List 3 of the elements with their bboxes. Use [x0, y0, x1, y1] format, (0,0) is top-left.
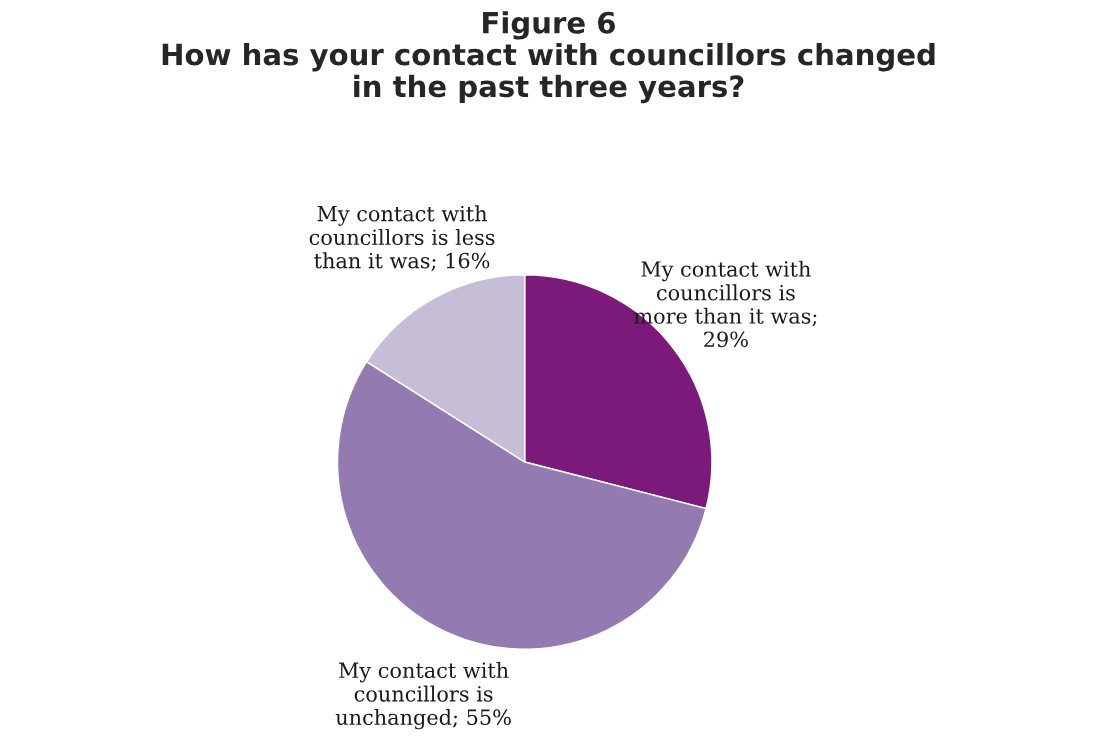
slice-label: My contact with councillors is less than it was; 16% [309, 205, 495, 271]
chart-title: Figure 6 How has your contact with councillors changed in the past three years? [162, 11, 935, 104]
slice-label: My contact with councillors is unchanged; 55% [335, 661, 511, 730]
